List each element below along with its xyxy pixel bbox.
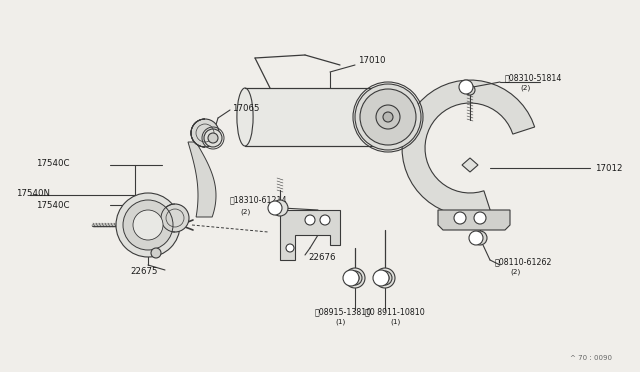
FancyBboxPatch shape [245,88,380,146]
Circle shape [376,105,400,129]
Text: (2): (2) [520,85,531,91]
Text: 17010: 17010 [358,55,385,64]
Circle shape [268,201,282,215]
Text: Ⓞ0 8911-10810: Ⓞ0 8911-10810 [365,308,425,317]
Ellipse shape [372,88,388,146]
Text: 17065: 17065 [232,103,259,112]
Circle shape [133,210,163,240]
Circle shape [305,215,315,225]
Circle shape [204,129,222,147]
Circle shape [123,200,173,250]
Text: N: N [379,276,383,280]
Circle shape [343,270,359,286]
Ellipse shape [237,88,253,146]
Text: 17012: 17012 [595,164,623,173]
Text: (1): (1) [335,319,345,325]
Circle shape [378,271,392,285]
Circle shape [345,268,365,288]
Text: S: S [464,84,468,90]
Text: ^ 70 : 0090: ^ 70 : 0090 [570,355,612,361]
Polygon shape [188,142,216,217]
Text: B: B [474,235,478,241]
Polygon shape [462,158,478,172]
Circle shape [383,112,393,122]
Circle shape [116,193,180,257]
Text: W: W [348,276,354,280]
Circle shape [375,268,395,288]
Circle shape [381,274,389,282]
Circle shape [208,133,218,143]
Text: Ⓜ18310-61214: Ⓜ18310-61214 [230,196,287,205]
Circle shape [351,274,359,282]
Text: Ⓜ08310-51814: Ⓜ08310-51814 [505,74,563,83]
Text: ⒱08110-61262: ⒱08110-61262 [495,257,552,266]
Circle shape [465,85,475,95]
Text: S: S [273,205,277,211]
Text: Ⓧ08915-13810: Ⓧ08915-13810 [315,308,372,317]
Polygon shape [402,80,534,216]
Circle shape [454,212,466,224]
Text: (2): (2) [510,269,520,275]
Circle shape [151,248,161,258]
Text: 17540C: 17540C [36,158,70,167]
Circle shape [360,89,416,145]
Circle shape [348,271,362,285]
Circle shape [286,244,294,252]
Circle shape [373,270,389,286]
Polygon shape [438,210,510,230]
Circle shape [272,200,288,216]
Text: 17540N: 17540N [16,189,50,198]
Circle shape [459,80,473,94]
Text: 17540C: 17540C [36,201,70,209]
Text: (2): (2) [240,209,250,215]
Polygon shape [280,210,340,260]
Circle shape [191,119,219,147]
Circle shape [474,212,486,224]
Text: 22676: 22676 [308,253,335,263]
Circle shape [355,84,421,150]
Circle shape [320,215,330,225]
Circle shape [473,231,487,245]
Circle shape [161,204,189,232]
Text: 22675: 22675 [130,267,157,276]
Circle shape [469,231,483,245]
Text: (1): (1) [390,319,400,325]
